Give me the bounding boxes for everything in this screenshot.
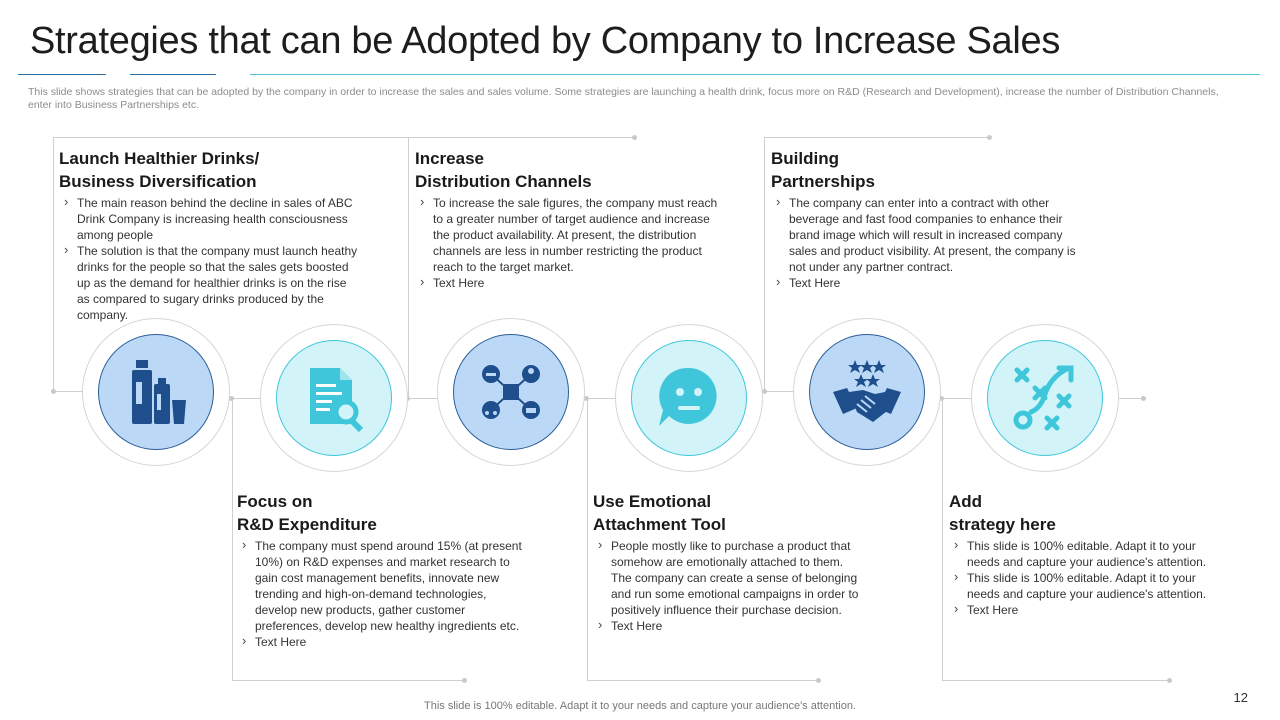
connector-frame-1	[53, 137, 635, 392]
footer-note: This slide is 100% editable. Adapt it to…	[424, 700, 856, 712]
strategy-card-partnerships: Building Partnerships The company can en…	[771, 147, 1076, 291]
connector-frame-5	[764, 137, 990, 392]
list-item: To increase the sale figures, the compan…	[415, 194, 720, 275]
connector-frame-6b	[942, 680, 1170, 681]
emoji-speech-bubble-icon-circle	[631, 340, 747, 456]
handshake-stars-icon	[833, 360, 901, 422]
list-item: Text Here	[949, 601, 1229, 618]
connector-frame-4c	[587, 398, 623, 399]
page-number: 12	[1233, 690, 1248, 705]
connector-frame-2c	[232, 398, 268, 399]
strategy-play-icon-circle	[987, 340, 1103, 456]
page-title: Strategies that can be Adopted by Compan…	[30, 20, 1061, 62]
connector-frame-end	[1114, 398, 1144, 399]
list-item: Text Here	[771, 274, 1076, 291]
card-bullets: This slide is 100% editable. Adapt it to…	[949, 537, 1229, 618]
connector-dot	[762, 389, 767, 394]
title-underline-segment	[18, 74, 106, 75]
card-title: Focus on R&D Expenditure	[237, 492, 377, 534]
card-title: Use Emotional Attachment Tool	[593, 492, 726, 534]
card-bullets: The company can enter into a contract wi…	[771, 194, 1076, 291]
strategy-play-icon	[1013, 365, 1074, 431]
strategy-card-healthier-drinks: Launch Healthier Drinks/ Business Divers…	[59, 147, 359, 323]
list-item: Text Here	[415, 274, 720, 291]
connector-frame-5b	[764, 391, 800, 392]
card-title: Increase Distribution Channels	[415, 149, 592, 191]
list-item: Text Here	[593, 617, 861, 634]
connector-frame-3	[408, 137, 409, 399]
distribution-network-icon-circle	[453, 334, 569, 450]
drinks-icon-circle	[98, 334, 214, 450]
list-item: The company must spend around 15% (at pr…	[237, 537, 522, 634]
connector-dot	[51, 389, 56, 394]
strategy-card-add-strategy: Add strategy here This slide is 100% edi…	[949, 490, 1229, 618]
connector-frame-2	[232, 398, 233, 680]
connector-dot	[1141, 396, 1146, 401]
document-search-icon	[310, 368, 364, 433]
title-underline-segment	[130, 74, 216, 75]
handshake-stars-icon-circle	[809, 334, 925, 450]
list-item: People mostly like to purchase a product…	[593, 537, 861, 618]
connector-dot	[816, 678, 821, 683]
card-bullets: People mostly like to purchase a product…	[593, 537, 861, 634]
list-item: This slide is 100% editable. Adapt it to…	[949, 569, 1229, 602]
connector-frame-3b	[408, 398, 444, 399]
distribution-network-icon	[482, 365, 540, 419]
title-underline-segment	[250, 74, 1260, 75]
connector-dot	[584, 396, 589, 401]
strategy-card-emotional-attachment: Use Emotional Attachment Tool People mos…	[593, 490, 861, 634]
connector-dot	[987, 135, 992, 140]
drinks-icon	[132, 360, 186, 424]
connector-dot	[462, 678, 467, 683]
list-item: Text Here	[237, 633, 522, 650]
connector-frame-4b	[587, 680, 819, 681]
connector-dot	[632, 135, 637, 140]
connector-frame-6c	[942, 398, 978, 399]
list-item: The main reason behind the decline in sa…	[59, 194, 359, 243]
document-search-icon-circle	[276, 340, 392, 456]
connector-dot	[229, 396, 234, 401]
emoji-speech-bubble-icon	[659, 367, 717, 426]
connector-frame-6	[942, 398, 943, 680]
card-title: Launch Healthier Drinks/ Business Divers…	[59, 149, 260, 191]
slide-description: This slide shows strategies that can be …	[28, 86, 1219, 111]
card-title: Building Partnerships	[771, 149, 875, 191]
connector-frame-1b	[53, 391, 91, 392]
connector-dot	[1167, 678, 1172, 683]
connector-frame-4	[587, 398, 588, 680]
list-item: The company can enter into a contract wi…	[771, 194, 1076, 275]
strategy-card-distribution-channels: Increase Distribution Channels To increa…	[415, 147, 720, 291]
card-bullets: To increase the sale figures, the compan…	[415, 194, 720, 291]
list-item: This slide is 100% editable. Adapt it to…	[949, 537, 1229, 570]
list-item: The solution is that the company must la…	[59, 242, 359, 323]
connector-frame-2b	[232, 680, 464, 681]
card-bullets: The company must spend around 15% (at pr…	[237, 537, 522, 650]
card-bullets: The main reason behind the decline in sa…	[59, 194, 359, 323]
strategy-card-rd-expenditure: Focus on R&D Expenditure The company mus…	[237, 490, 522, 650]
card-title: Add strategy here	[949, 492, 1056, 534]
connector-dot	[939, 396, 944, 401]
